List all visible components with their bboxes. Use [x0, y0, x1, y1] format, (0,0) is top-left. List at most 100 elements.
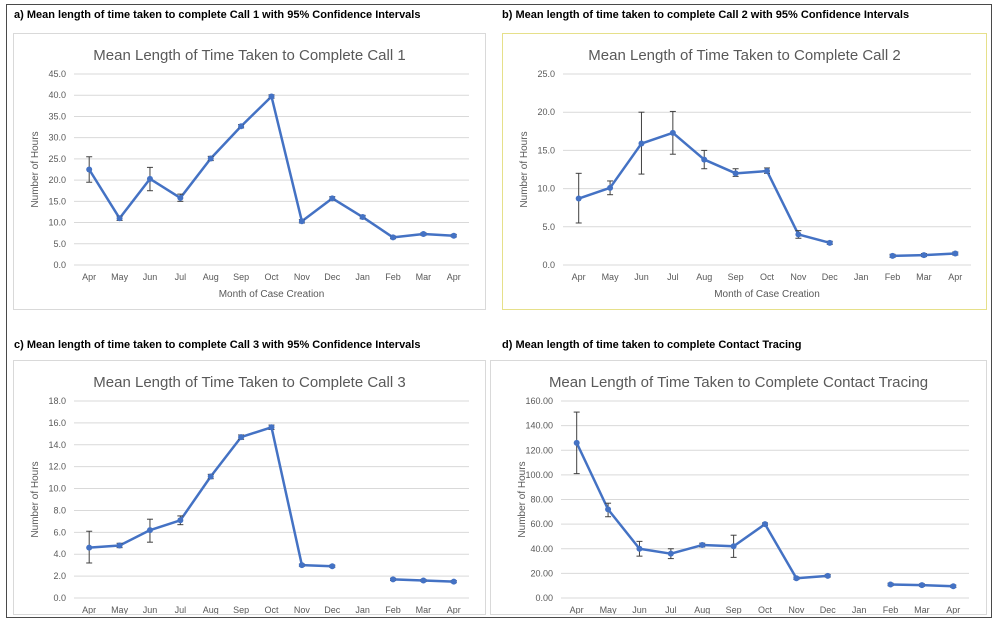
- x-tick-label: Nov: [788, 605, 805, 614]
- series-line-segment: [148, 177, 182, 200]
- series-line-segment: [700, 543, 735, 548]
- chart-title: Mean Length of Time Taken to Complete Ca…: [588, 47, 900, 64]
- chart-panel-d: Mean Length of Time Taken to Complete Co…: [490, 360, 987, 615]
- x-tick-label: Apr: [82, 272, 96, 282]
- x-tick-label: May: [602, 272, 620, 282]
- x-tick-label: Feb: [385, 605, 401, 614]
- y-tick-label: 20.00: [530, 568, 553, 578]
- x-tick-label: Jan: [854, 272, 869, 282]
- series-line-segment: [422, 579, 456, 583]
- x-tick-label: Dec: [822, 272, 839, 282]
- series-line-segment: [795, 574, 830, 580]
- series-line-segment: [87, 168, 121, 220]
- x-tick-label: Jun: [632, 605, 647, 614]
- data-point: [420, 577, 427, 584]
- x-tick-label: May: [111, 272, 129, 282]
- data-point: [638, 140, 645, 147]
- x-tick-label: Jul: [175, 605, 187, 614]
- data-point: [918, 582, 925, 589]
- caption-c: c) Mean length of time taken to complete…: [14, 339, 421, 351]
- y-tick-label: 10.0: [537, 184, 555, 194]
- data-point: [390, 576, 397, 583]
- x-tick-label: Jan: [355, 272, 370, 282]
- x-tick-label: Sep: [233, 272, 249, 282]
- series-line-segment: [391, 578, 425, 582]
- series-line-segment: [331, 197, 364, 219]
- x-tick-label: Feb: [883, 605, 899, 614]
- x-tick-label: Aug: [696, 272, 712, 282]
- chart-svg-d: Mean Length of Time Taken to Complete Co…: [517, 374, 969, 614]
- x-tick-label: Mar: [416, 272, 432, 282]
- series-line-segment: [87, 544, 121, 549]
- chart-title: Mean Length of Time Taken to Complete Co…: [549, 374, 928, 391]
- y-tick-label: 0.0: [53, 260, 66, 270]
- series-line-segment: [889, 583, 924, 587]
- series-line-segment: [797, 233, 832, 245]
- data-point: [146, 175, 153, 182]
- x-tick-label: Sep: [233, 605, 249, 614]
- y-tick-label: 80.00: [530, 495, 553, 505]
- data-point: [116, 542, 123, 549]
- data-point: [950, 583, 957, 590]
- y-tick-label: 30.0: [48, 133, 66, 143]
- series-line-segment: [239, 95, 273, 128]
- x-tick-label: Jan: [355, 605, 370, 614]
- data-point: [764, 168, 770, 175]
- x-tick-label: Sep: [726, 605, 742, 614]
- y-tick-label: 18.0: [48, 396, 66, 406]
- y-tick-label: 140.00: [525, 421, 553, 431]
- series-line-segment: [891, 253, 926, 258]
- data-point: [329, 195, 336, 202]
- data-point: [701, 156, 708, 163]
- data-point: [177, 194, 184, 201]
- series-line-segment: [209, 124, 243, 160]
- x-tick-label: Apr: [82, 605, 96, 614]
- y-tick-label: 100.00: [525, 470, 553, 480]
- caption-d: d) Mean length of time taken to complete…: [502, 339, 802, 351]
- chart-svg-a: Mean Length of Time Taken to Complete Ca…: [30, 47, 469, 300]
- x-tick-label: May: [600, 605, 618, 614]
- chart-title: Mean Length of Time Taken to Complete Ca…: [93, 374, 405, 391]
- y-tick-label: 10.0: [48, 484, 66, 494]
- x-tick-label: Aug: [694, 605, 710, 614]
- data-point: [268, 424, 275, 431]
- y-tick-label: 25.0: [537, 69, 555, 79]
- y-tick-label: 20.0: [48, 175, 66, 185]
- x-tick-label: Dec: [324, 605, 341, 614]
- x-tick-label: Apr: [946, 605, 960, 614]
- y-axis-label: Number of Hours: [519, 131, 530, 207]
- x-tick-label: May: [111, 605, 129, 614]
- series-line-segment: [270, 95, 304, 223]
- data-point: [298, 562, 305, 569]
- data-point: [450, 232, 457, 239]
- series-line-segment: [361, 215, 395, 239]
- series-line-segment: [732, 522, 767, 548]
- data-point: [298, 218, 305, 225]
- data-point: [824, 572, 831, 579]
- series-line-segment: [669, 543, 704, 555]
- y-tick-label: 120.00: [525, 445, 553, 455]
- series-line-segment: [300, 563, 334, 568]
- x-tick-label: Jul: [667, 272, 679, 282]
- data-point: [329, 563, 336, 570]
- series-line-segment: [118, 528, 152, 547]
- x-tick-label: Jun: [143, 605, 158, 614]
- y-tick-label: 10.0: [48, 218, 66, 228]
- x-tick-label: Oct: [264, 605, 279, 614]
- data-point: [390, 234, 397, 241]
- x-tick-label: Jun: [634, 272, 649, 282]
- x-tick-label: Aug: [203, 605, 219, 614]
- chart-svg-c: Mean Length of Time Taken to Complete Ca…: [30, 374, 469, 614]
- y-tick-label: 5.0: [542, 222, 555, 232]
- series-line-segment: [575, 441, 610, 511]
- x-tick-label: Jun: [143, 272, 158, 282]
- y-tick-label: 25.0: [48, 154, 66, 164]
- series-line-segment: [640, 131, 675, 145]
- y-tick-label: 2.0: [53, 571, 66, 581]
- x-tick-label: Apr: [447, 272, 461, 282]
- x-tick-label: Mar: [914, 605, 930, 614]
- data-point: [793, 575, 800, 582]
- data-point: [575, 195, 582, 202]
- y-tick-label: 15.0: [48, 196, 66, 206]
- x-tick-label: Feb: [885, 272, 901, 282]
